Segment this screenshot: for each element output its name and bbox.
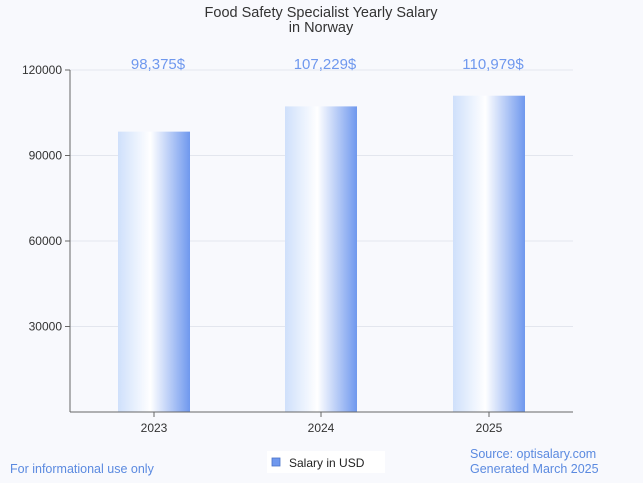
- x-tick-label-2023: 2023: [141, 421, 168, 435]
- legend-box: [267, 451, 385, 473]
- title-line-1: Food Safety Specialist Yearly Salary: [205, 5, 439, 21]
- legend-swatch: [271, 457, 281, 467]
- data-label-2025: 110,979$: [462, 56, 524, 73]
- legend-label: Salary in USD: [289, 456, 365, 470]
- x-tick-label-2024: 2024: [308, 421, 335, 435]
- y-tick-label: 90000: [29, 149, 63, 163]
- title-line-2: in Norway: [289, 20, 354, 36]
- source-note: Source: optisalary.com: [470, 447, 597, 461]
- data-label-2024: 107,229$: [294, 56, 357, 73]
- bars: [118, 95, 525, 413]
- axes: 30000 60000 90000 120000 2023 2024 2025: [22, 63, 573, 435]
- labels: 98,375$ 107,229$ 110,979$: [131, 56, 524, 73]
- legend: Salary in USD: [267, 451, 385, 473]
- y-tick-label: 60000: [29, 234, 63, 248]
- x-tick-label-2025: 2025: [476, 421, 503, 435]
- data-label-2023: 98,375$: [131, 56, 186, 73]
- informational-note: For informational use only: [10, 462, 154, 476]
- y-tick-label: 30000: [29, 320, 63, 334]
- bar-2025: [453, 95, 525, 413]
- bar-2023: [118, 131, 190, 412]
- generated-note: Generated March 2025: [470, 462, 599, 476]
- bar-2024: [285, 106, 357, 413]
- y-tick-label: 120000: [22, 63, 62, 77]
